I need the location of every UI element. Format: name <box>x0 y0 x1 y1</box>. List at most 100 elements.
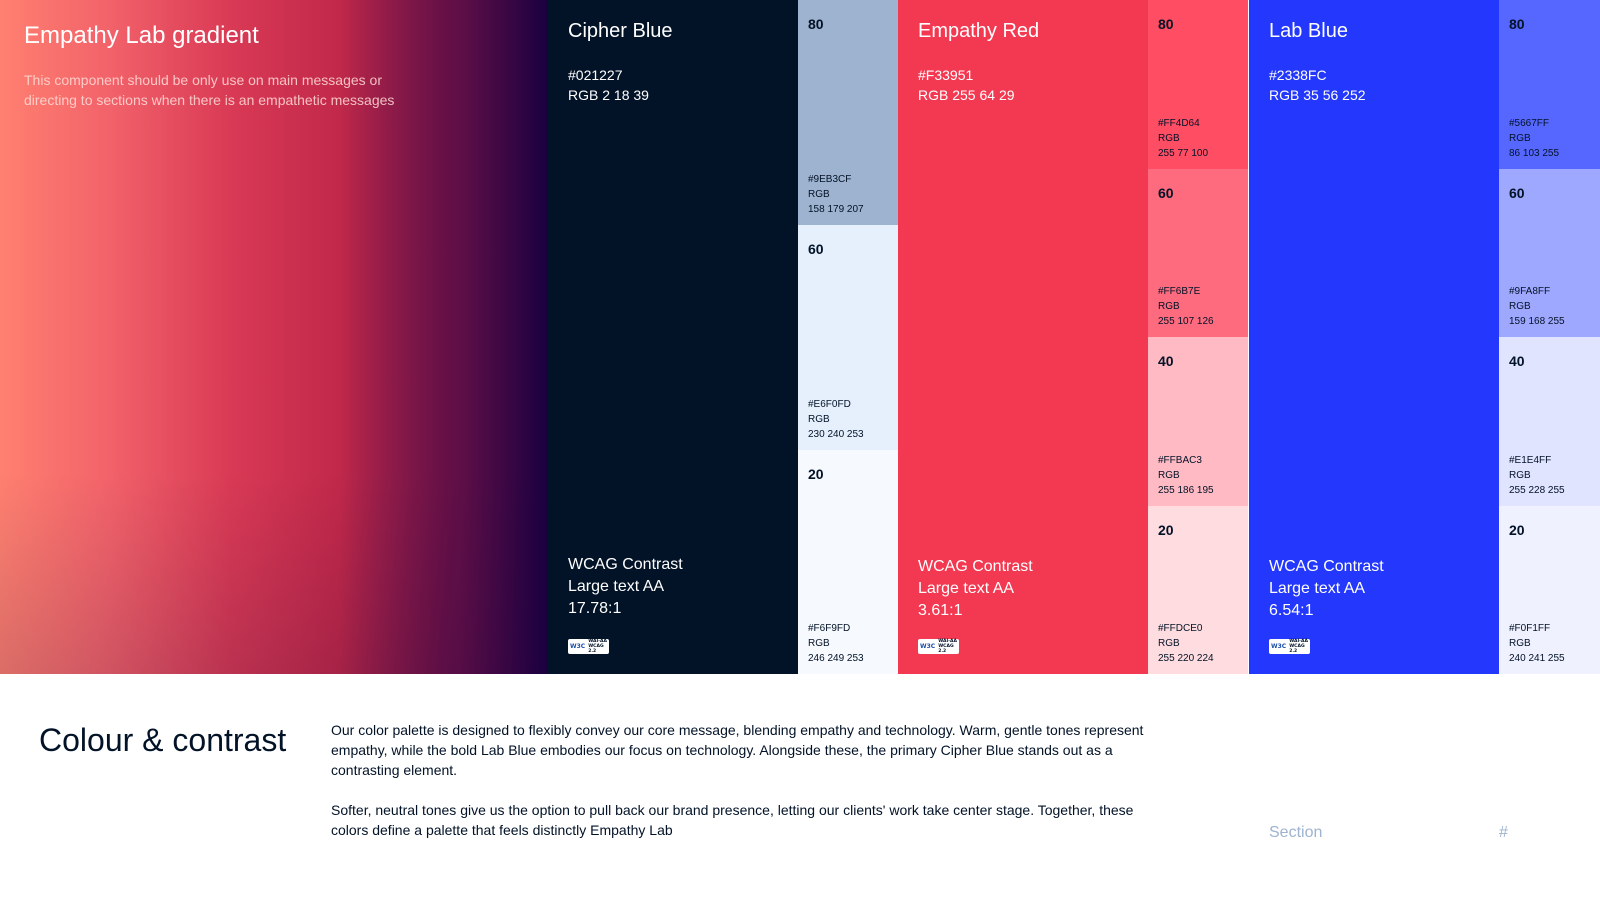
gradient-title: Empathy Lab gradient <box>24 22 259 49</box>
tint-rgb: 240 241 255 <box>1509 653 1565 664</box>
tint-hex: #F6F9FD <box>808 623 851 634</box>
page-title: Colour & contrast <box>39 722 287 758</box>
tint-rgb: 230 240 253 <box>808 429 864 440</box>
color-name: Empathy Red <box>918 20 1040 42</box>
color-hex: #2338FC <box>1269 67 1327 83</box>
color-name: Cipher Blue <box>568 20 673 42</box>
color-swatch-cipher-blue: Cipher Blue #021227 RGB 2 18 39 WCAG Con… <box>548 0 798 674</box>
tint-hex: #E6F0FD <box>808 399 851 410</box>
tint-rgb: 159 168 255 <box>1509 316 1565 327</box>
tint-rgb: 255 220 224 <box>1158 653 1214 664</box>
color-rgb: RGB 2 18 39 <box>568 87 649 103</box>
description-paragraph-2: Softer, neutral tones give us the option… <box>331 802 1134 838</box>
w3c-logo: W3C <box>1271 643 1287 650</box>
tint-swatch-60: 60 #9FA8FF RGB 159 168 255 <box>1499 169 1600 337</box>
tint-swatch-60: 60 #E6F0FD RGB 230 240 253 <box>798 225 898 450</box>
tint-swatch-20: 20 #FFDCE0 RGB 255 220 224 <box>1148 506 1248 674</box>
tint-level: 20 <box>1509 522 1525 538</box>
color-name: Lab Blue <box>1269 20 1348 42</box>
w3c-logo: W3C <box>570 643 586 650</box>
tint-level: 80 <box>1509 16 1525 32</box>
w3c-logo: W3C <box>920 643 936 650</box>
badge-line-1: WAI-AA <box>938 639 957 644</box>
badge-line-1: WAI-AA <box>1289 639 1308 644</box>
tint-rgb-label: RGB <box>1158 133 1180 144</box>
tint-level: 80 <box>808 16 824 32</box>
tint-rgb: 255 228 255 <box>1509 485 1565 496</box>
tint-swatch-20: 20 #F6F9FD RGB 246 249 253 <box>798 450 898 674</box>
tint-hex: #FF6B7E <box>1158 286 1201 297</box>
tint-swatch-80: 80 #FF4D64 RGB 255 77 100 <box>1148 0 1248 169</box>
tint-hex: #FFBAC3 <box>1158 455 1202 466</box>
wcag-contrast: WCAG Contrast Large text AA 3.61:1 <box>918 556 1033 622</box>
color-rgb: RGB 35 56 252 <box>1269 87 1366 103</box>
tint-rgb-label: RGB <box>1158 470 1180 481</box>
badge-line-2: WCAG 2.2 <box>588 644 604 654</box>
tint-level: 60 <box>808 241 824 257</box>
tint-swatch-80: 80 #5667FF RGB 86 103 255 <box>1499 0 1600 169</box>
tint-rgb: 158 179 207 <box>808 204 864 215</box>
tint-hex: #F0F1FF <box>1509 623 1551 634</box>
tint-swatch-60: 60 #FF6B7E RGB 255 107 126 <box>1148 169 1248 337</box>
tint-rgb: 255 186 195 <box>1158 485 1214 496</box>
tint-rgb-label: RGB <box>1158 301 1180 312</box>
tint-swatch-40: 40 #FFBAC3 RGB 255 186 195 <box>1148 337 1248 506</box>
tint-level: 20 <box>808 466 824 482</box>
tint-rgb-label: RGB <box>808 189 830 200</box>
tint-rgb-label: RGB <box>1509 470 1531 481</box>
tint-hex: #E1E4FF <box>1509 455 1552 466</box>
wcag-level: Large text AA <box>1269 580 1366 597</box>
tints-empathy-red: 80 #FF4D64 RGB 255 77 100 60 #FF6B7E RGB… <box>1148 0 1248 674</box>
tint-rgb: 255 107 126 <box>1158 316 1214 327</box>
wcag-label: WCAG Contrast <box>918 558 1033 575</box>
badge-line-1: WAI-AA <box>588 639 607 644</box>
tint-level: 60 <box>1509 185 1525 201</box>
tint-rgb-label: RGB <box>1509 133 1531 144</box>
wcag-badge-icon: W3C WAI-AA WCAG 2.2 <box>1269 639 1310 654</box>
wcag-level: Large text AA <box>568 578 665 595</box>
tint-rgb-label: RGB <box>808 414 830 425</box>
wcag-ratio: 6.54:1 <box>1269 602 1314 619</box>
tint-level: 60 <box>1158 185 1174 201</box>
badge-line-2: WCAG 2.2 <box>938 644 954 654</box>
tints-lab-blue: 80 #5667FF RGB 86 103 255 60 #9FA8FF RGB… <box>1499 0 1600 674</box>
tint-rgb-label: RGB <box>1158 638 1180 649</box>
description-paragraph-1: Our color palette is designed to flexibl… <box>331 722 1144 778</box>
wcag-ratio: 17.78:1 <box>568 600 622 617</box>
tint-hex: #FF4D64 <box>1158 118 1200 129</box>
tint-rgb-label: RGB <box>808 638 830 649</box>
tint-rgb: 255 77 100 <box>1158 148 1209 159</box>
gradient-description: This component should be only use on mai… <box>24 72 395 108</box>
tint-level: 20 <box>1158 522 1174 538</box>
color-hex: #F33951 <box>918 67 974 83</box>
description: Our color palette is designed to flexibl… <box>331 720 1151 840</box>
tint-rgb-label: RGB <box>1509 638 1531 649</box>
tint-hex: #9FA8FF <box>1509 286 1551 297</box>
tint-hex: #5667FF <box>1509 118 1550 129</box>
tints-cipher-blue: 80 #9EB3CF RGB 158 179 207 60 #E6F0FD RG… <box>798 0 898 674</box>
empathy-gradient-swatch: Empathy Lab gradient This component shou… <box>0 0 548 674</box>
wcag-badge-icon: W3C WAI-AA WCAG 2.2 <box>918 639 959 654</box>
color-rgb: RGB 255 64 29 <box>918 87 1015 103</box>
color-swatch-empathy-red: Empathy Red #F33951 RGB 255 64 29 WCAG C… <box>898 0 1148 674</box>
tint-rgb: 86 103 255 <box>1509 148 1560 159</box>
color-hex: #021227 <box>568 67 623 83</box>
wcag-contrast: WCAG Contrast Large text AA 6.54:1 <box>1269 556 1384 622</box>
color-swatch-lab-blue: Lab Blue #2338FC RGB 35 56 252 WCAG Cont… <box>1249 0 1499 674</box>
section-number: # <box>1499 824 1508 841</box>
palette-area: Empathy Lab gradient This component shou… <box>0 0 1600 674</box>
tint-rgb-label: RGB <box>1509 301 1531 312</box>
badge-line-2: WCAG 2.2 <box>1289 644 1305 654</box>
tint-level: 40 <box>1158 353 1174 369</box>
tint-rgb: 246 249 253 <box>808 653 864 664</box>
wcag-label: WCAG Contrast <box>1269 558 1384 575</box>
wcag-label: WCAG Contrast <box>568 556 683 573</box>
tint-level: 80 <box>1158 16 1174 32</box>
tint-swatch-80: 80 #9EB3CF RGB 158 179 207 <box>798 0 898 225</box>
tint-swatch-40: 40 #E1E4FF RGB 255 228 255 <box>1499 337 1600 506</box>
tint-hex: #FFDCE0 <box>1158 623 1203 634</box>
wcag-ratio: 3.61:1 <box>918 602 963 619</box>
wcag-badge-icon: W3C WAI-AA WCAG 2.2 <box>568 639 609 654</box>
tint-swatch-20: 20 #F0F1FF RGB 240 241 255 <box>1499 506 1600 674</box>
section-label: Section <box>1269 824 1323 841</box>
